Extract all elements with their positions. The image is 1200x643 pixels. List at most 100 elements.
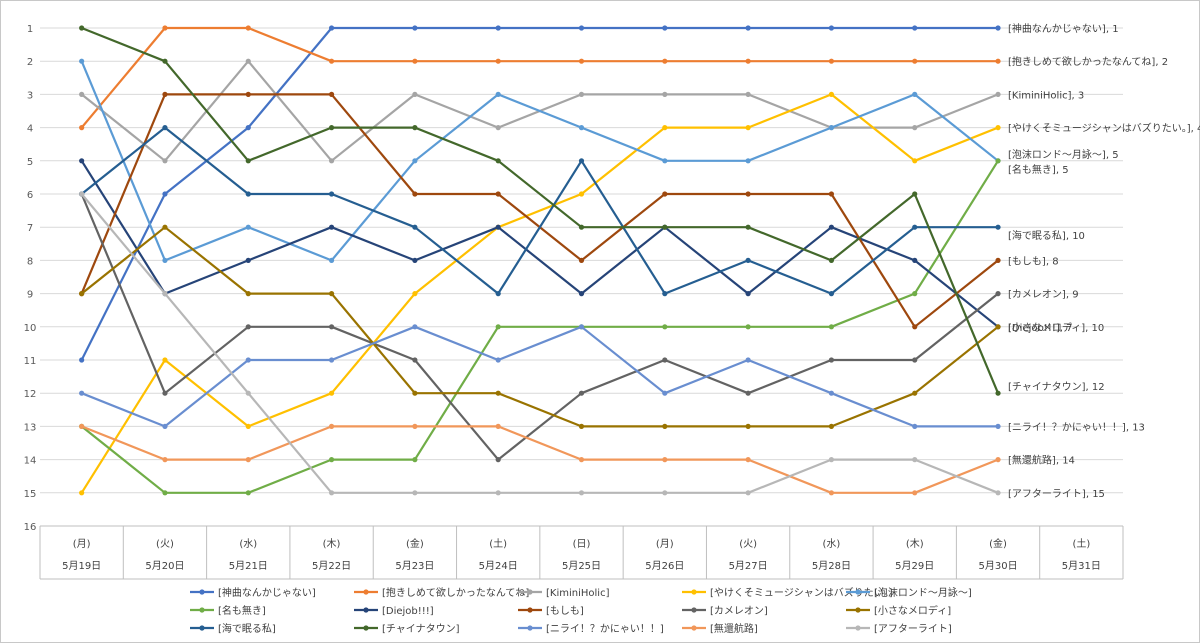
- legend-label: [KiminiHolic]: [546, 588, 610, 599]
- data-point: [995, 91, 1001, 97]
- data-point: [828, 125, 835, 131]
- y-tick-label: 3: [27, 90, 33, 101]
- data-point: [245, 158, 251, 164]
- data-point: [328, 58, 335, 64]
- series-line: [80, 26, 999, 129]
- legend-label: [カメレオン]: [710, 605, 768, 617]
- data-point: [162, 125, 168, 131]
- data-point: [662, 423, 668, 429]
- data-point: [828, 423, 835, 429]
- legend-swatch-marker: [855, 625, 861, 631]
- data-point: [828, 191, 835, 197]
- legend-swatch-marker: [691, 607, 697, 613]
- data-point: [745, 490, 751, 496]
- series-line: [80, 93, 999, 494]
- gridlines: [40, 27, 1123, 527]
- data-point: [495, 58, 501, 64]
- data-point: [995, 324, 1001, 330]
- x-axis: (月) (火) (水) (木) (金) (土) (日) (月) (火) (水) (木) (金) (土) 5…: [39, 525, 1124, 580]
- legend-item: [抱きしめて欲しかったなんてね]: [354, 586, 529, 599]
- x-date-label: 5月20日: [145, 560, 184, 572]
- data-point: [79, 490, 85, 496]
- y-tick-label: 6: [27, 190, 33, 201]
- legend-label: [名も無き]: [218, 604, 266, 617]
- data-point: [245, 490, 251, 496]
- data-point: [745, 158, 751, 164]
- legend: [神曲なんかじゃない] [抱きしめて欲しかったなんてね] [KiminiHolic]…: [190, 586, 972, 635]
- data-point: [328, 357, 335, 363]
- data-point: [828, 324, 835, 330]
- data-point: [828, 91, 835, 97]
- series-line: [80, 26, 999, 361]
- data-point: [328, 191, 335, 197]
- end-label: [神曲なんかじゃない], 1: [1008, 22, 1119, 35]
- data-point: [162, 224, 168, 230]
- data-point: [412, 357, 418, 363]
- data-point: [328, 324, 335, 330]
- data-point: [995, 291, 1001, 297]
- y-tick-label: 8: [27, 256, 33, 267]
- data-point: [245, 324, 251, 330]
- legend-item: [カメレオン]: [682, 605, 768, 617]
- data-point: [578, 224, 585, 230]
- series-line: [80, 126, 999, 295]
- legend-label: [無還航路]: [710, 622, 758, 635]
- series-line: [80, 226, 999, 428]
- x-date-label: 5月30日: [978, 560, 1017, 572]
- x-date-label: 5月23日: [395, 560, 434, 572]
- legend-label: [アフターライト]: [874, 623, 952, 635]
- data-point: [495, 158, 501, 164]
- data-point: [162, 191, 168, 197]
- legend-swatch-marker: [199, 607, 205, 613]
- data-point: [412, 191, 418, 197]
- data-point: [745, 191, 751, 197]
- series-line: [80, 193, 999, 461]
- legend-swatch-marker: [363, 625, 369, 631]
- end-label: [カメレオン], 9: [1008, 289, 1079, 301]
- x-date-label: 5月28日: [812, 560, 851, 572]
- x-date-label: 5月24日: [479, 560, 518, 572]
- x-date-label: 5月21日: [229, 560, 268, 572]
- data-point: [162, 457, 168, 463]
- legend-label: [小さなメロディ]: [874, 604, 951, 617]
- x-date-label: 5月19日: [62, 560, 101, 572]
- legend-swatch-marker: [691, 625, 697, 631]
- y-tick-label: 12: [24, 389, 37, 400]
- data-point: [662, 490, 668, 496]
- data-point: [912, 125, 918, 131]
- data-point: [79, 291, 85, 297]
- data-point: [79, 25, 85, 31]
- data-point: [328, 291, 335, 297]
- data-point: [745, 224, 751, 230]
- legend-item: [アフターライト]: [846, 623, 952, 635]
- data-point: [245, 357, 251, 363]
- data-point: [328, 158, 335, 164]
- data-point: [162, 158, 168, 164]
- data-point: [328, 224, 335, 230]
- data-point: [745, 291, 751, 297]
- legend-swatch-marker: [199, 589, 205, 595]
- data-point: [912, 25, 918, 31]
- data-point: [79, 58, 85, 64]
- data-point: [495, 390, 501, 396]
- data-point: [245, 224, 251, 230]
- data-point: [662, 457, 668, 463]
- series-8: [79, 191, 1001, 463]
- data-point: [662, 291, 668, 297]
- data-point: [745, 457, 751, 463]
- data-point: [995, 158, 1001, 164]
- data-point: [245, 58, 251, 64]
- data-point: [912, 58, 918, 64]
- data-point: [79, 191, 85, 197]
- data-point: [745, 423, 751, 429]
- data-point: [578, 324, 585, 330]
- data-point: [745, 324, 751, 330]
- x-weekday-label: (月): [656, 538, 674, 550]
- data-point: [328, 25, 335, 31]
- data-point: [412, 58, 418, 64]
- data-point: [578, 158, 585, 164]
- data-point: [578, 125, 585, 131]
